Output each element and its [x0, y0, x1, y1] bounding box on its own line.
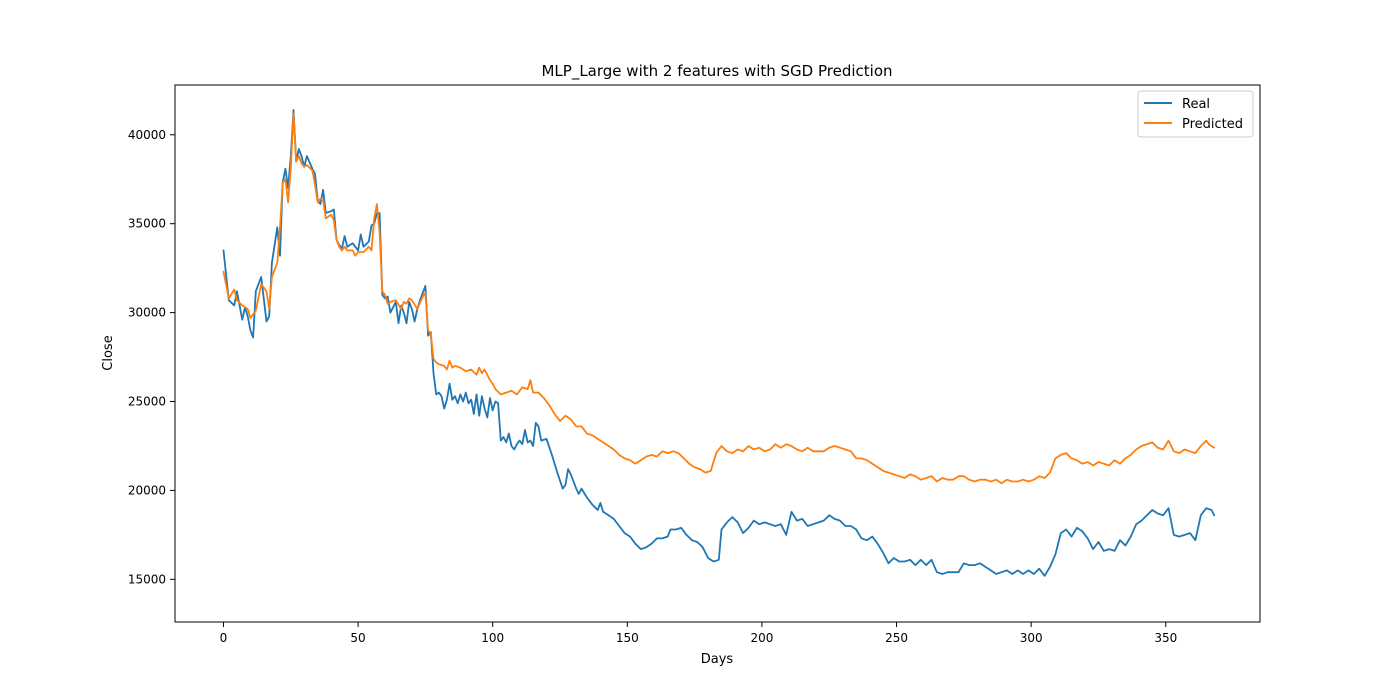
x-tick-label: 0	[220, 631, 228, 645]
x-tick-label: 200	[750, 631, 773, 645]
series-layer	[222, 109, 1216, 577]
legend: Real Predicted	[1137, 90, 1254, 138]
y-axis-ticks: 15000 20000 25000 30000 35000 40000	[128, 128, 175, 586]
x-tick-label: 250	[885, 631, 908, 645]
legend-label-predicted: Predicted	[1182, 117, 1243, 132]
y-tick-label: 25000	[128, 395, 166, 409]
series-line-predicted	[222, 112, 1216, 485]
x-tick-label: 150	[616, 631, 639, 645]
y-axis-label: Close	[101, 335, 116, 370]
x-tick-label: 50	[350, 631, 365, 645]
chart-title: MLP_Large with 2 features with SGD Predi…	[541, 62, 892, 81]
series-line-real	[222, 109, 1216, 577]
x-tick-label: 350	[1154, 631, 1177, 645]
y-tick-label: 15000	[128, 572, 166, 586]
y-tick-label: 30000	[128, 306, 166, 320]
plot-area-frame	[174, 84, 1261, 623]
y-tick-label: 35000	[128, 217, 166, 231]
x-tick-label: 100	[481, 631, 504, 645]
y-tick-label: 20000	[128, 483, 166, 497]
x-axis-ticks: 0 50 100 150 200 250 300 350	[220, 622, 1177, 645]
x-axis-label: Days	[701, 652, 734, 667]
x-tick-label: 300	[1020, 631, 1043, 645]
y-tick-label: 40000	[128, 128, 166, 142]
legend-label-real: Real	[1182, 97, 1210, 112]
